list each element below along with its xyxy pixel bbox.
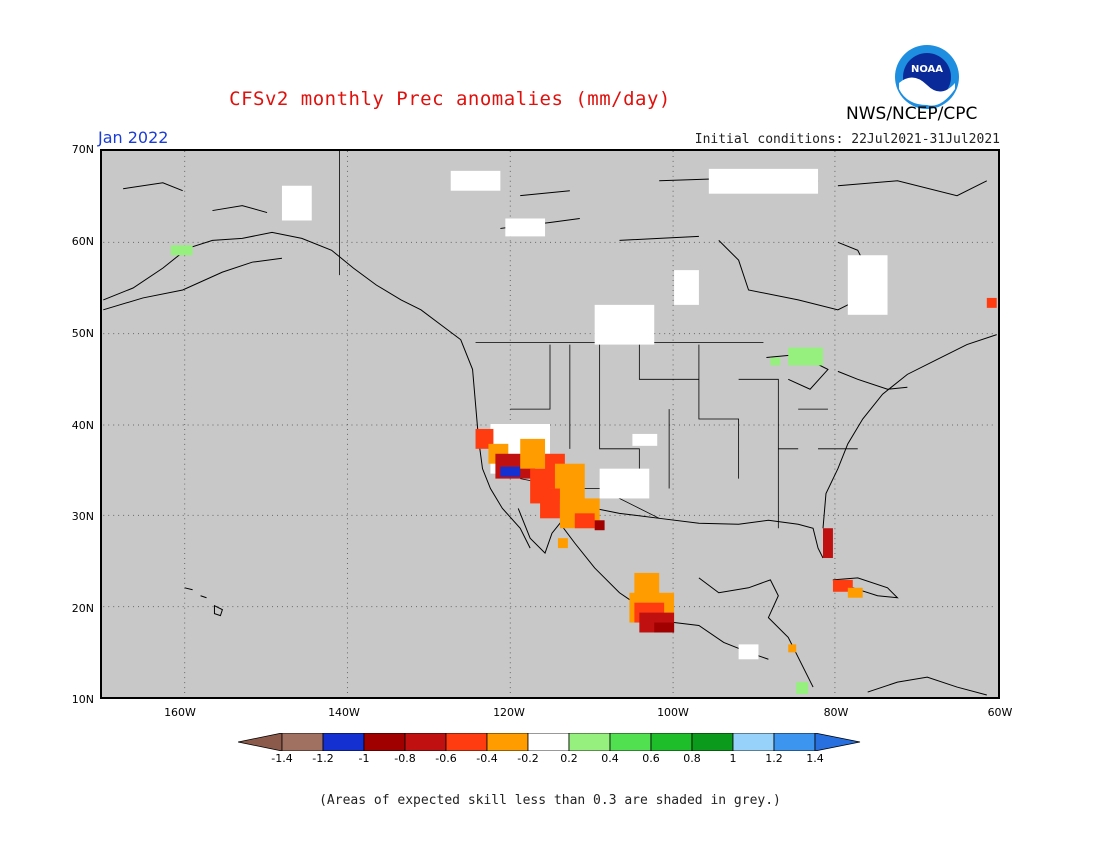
colorbar-label: 0.8 bbox=[683, 752, 701, 765]
lon-label: 80W bbox=[823, 706, 849, 719]
anomaly-map bbox=[100, 149, 1000, 699]
coastlines bbox=[103, 178, 997, 696]
colorbar-label: -0.6 bbox=[435, 752, 457, 765]
lat-label: 50N bbox=[71, 327, 94, 340]
forecast-month: Jan 2022 bbox=[98, 128, 169, 147]
colorbar-label: -0.4 bbox=[476, 752, 498, 765]
lon-label: 160W bbox=[164, 706, 196, 719]
lon-label: 100W bbox=[657, 706, 689, 719]
lat-label: 30N bbox=[71, 510, 94, 523]
noaa-logo-icon: NOAA bbox=[895, 45, 959, 109]
colorbar-arrow-left bbox=[238, 733, 283, 751]
skill-footnote: (Areas of expected skill less than 0.3 a… bbox=[319, 793, 781, 808]
colorbar-label: -1 bbox=[358, 752, 370, 765]
colorbar-label: 1.2 bbox=[765, 752, 783, 765]
lon-label: 120W bbox=[493, 706, 525, 719]
colorbar-label: -0.2 bbox=[517, 752, 539, 765]
lat-label: 60N bbox=[71, 235, 94, 248]
anomaly-shading bbox=[170, 168, 997, 695]
lat-label: 20N bbox=[71, 602, 94, 615]
political-borders bbox=[339, 151, 858, 529]
lat-label: 10N bbox=[71, 693, 94, 706]
agency-label: NWS/NCEP/CPC bbox=[846, 104, 978, 124]
lon-label: 60W bbox=[987, 706, 1013, 719]
lat-label: 40N bbox=[71, 419, 94, 432]
lon-label: 140W bbox=[328, 706, 360, 719]
initial-conditions: Initial conditions: 22Jul2021-31Jul2021 bbox=[694, 132, 1000, 147]
logo-text: NOAA bbox=[911, 64, 943, 75]
chart-title: CFSv2 monthly Prec anomalies (mm/day) bbox=[229, 88, 671, 110]
colorbar-label: -0.8 bbox=[394, 752, 416, 765]
colorbar-label: 0.4 bbox=[601, 752, 619, 765]
colorbar bbox=[238, 733, 861, 751]
colorbar-label: 0.6 bbox=[642, 752, 660, 765]
colorbar-label: -1.4 bbox=[271, 752, 293, 765]
colorbar-label: 0.2 bbox=[560, 752, 578, 765]
colorbar-arrow-right bbox=[814, 733, 861, 751]
colorbar-label: -1.2 bbox=[312, 752, 334, 765]
colorbar-label: 1 bbox=[729, 752, 737, 765]
colorbar-label: 1.4 bbox=[806, 752, 824, 765]
lat-label: 70N bbox=[71, 143, 94, 156]
